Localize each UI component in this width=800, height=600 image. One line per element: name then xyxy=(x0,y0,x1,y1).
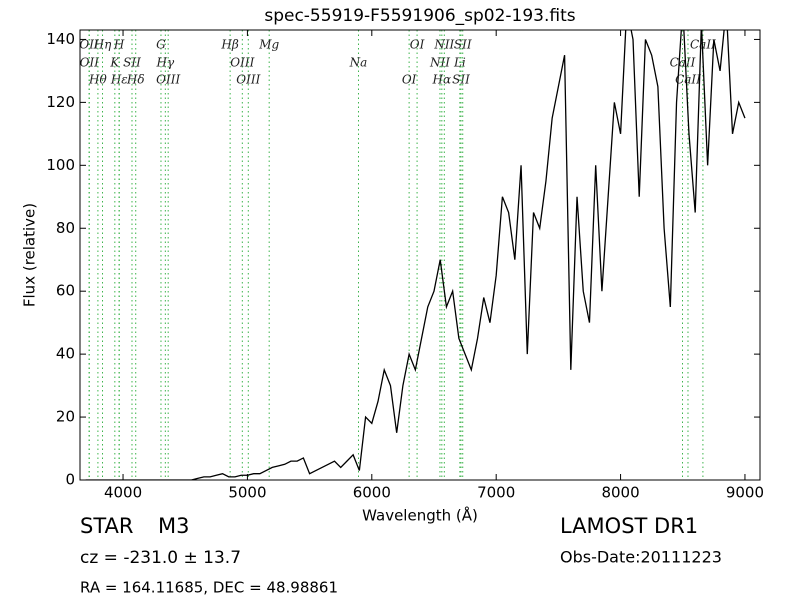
x-tick-label: 8000 xyxy=(601,484,639,502)
spectral-line-label: CaII xyxy=(690,38,716,52)
spectral-line-label: CaII xyxy=(675,73,701,87)
spectral-line-label: G xyxy=(156,38,166,52)
x-axis-label: Wavelength (Å) xyxy=(362,506,478,525)
spectral-line-label: CaII xyxy=(670,56,696,70)
spectral-line-label: Mg xyxy=(258,38,279,52)
x-tick-label: 9000 xyxy=(726,484,764,502)
spectral-line-label: OIII xyxy=(236,73,260,87)
spectral-line-label: OIII xyxy=(156,73,180,87)
spectral-line-label: Na xyxy=(349,56,368,70)
spectrum-line xyxy=(85,30,746,480)
spectral-line-label: Li xyxy=(453,56,466,70)
spectral-line-label: SII xyxy=(454,38,472,52)
coords: RA = 164.11685, DEC = 48.98861 xyxy=(80,579,338,597)
spectral-line-label: OII xyxy=(80,56,100,70)
y-tick-label: 0 xyxy=(65,471,75,489)
spectral-line-label: Hδ xyxy=(126,73,145,87)
spectral-line-label: NII xyxy=(429,56,450,70)
obs-date: Obs-Date:20111223 xyxy=(560,548,722,567)
x-tick-label: 5000 xyxy=(228,484,266,502)
spectral-line-label: SII xyxy=(123,56,141,70)
y-tick-label: 60 xyxy=(56,282,75,300)
y-tick-label: 100 xyxy=(46,156,75,174)
redshift: cz = -231.0 ± 13.7 xyxy=(80,548,241,568)
chart-title: spec-55919-F5591906_sp02-193.fits xyxy=(264,6,575,26)
object-class: STAR xyxy=(80,514,133,538)
x-tick-label: 7000 xyxy=(477,484,515,502)
spectral-line-label: Hθ xyxy=(88,73,107,87)
y-tick-label: 40 xyxy=(56,345,75,363)
spectral-line-label: K xyxy=(109,56,120,70)
spectral-line-label: OIII xyxy=(230,56,254,70)
y-tick-label: 80 xyxy=(56,219,75,237)
y-tick-label: 140 xyxy=(46,30,75,48)
spectral-line-label: Hγ xyxy=(156,56,175,70)
spectral-line-label: OI xyxy=(410,38,425,52)
spectral-line-label: Hα xyxy=(432,73,452,87)
x-tick-label: 6000 xyxy=(353,484,391,502)
spectral-line-label: H xyxy=(113,38,125,52)
spectral-line-label: Hη xyxy=(93,38,112,52)
spectral-line-label: NII xyxy=(433,38,454,52)
y-axis-label: Flux (relative) xyxy=(21,203,39,307)
survey: LAMOST DR1 xyxy=(560,514,698,538)
spectral-line-label: Hβ xyxy=(220,38,238,52)
spectral-line-label: SII xyxy=(452,73,470,87)
spectral-line-label: OI xyxy=(402,73,417,87)
x-tick-label: 4000 xyxy=(104,484,142,502)
y-tick-label: 20 xyxy=(56,408,75,426)
subclass: M3 xyxy=(158,514,189,538)
y-tick-label: 120 xyxy=(46,93,75,111)
plot-frame xyxy=(79,29,761,481)
